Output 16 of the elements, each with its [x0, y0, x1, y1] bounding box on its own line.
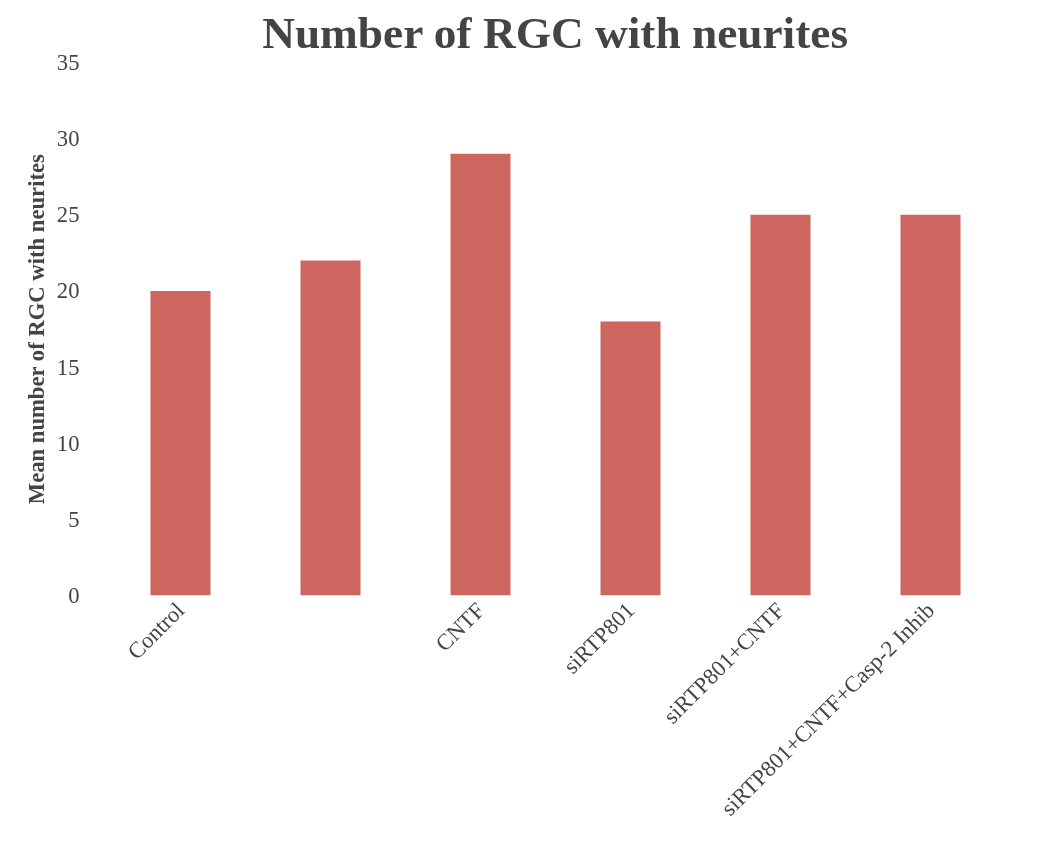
y-tick-label: 30 [56, 126, 80, 152]
bar [450, 153, 511, 596]
y-tick-label: 0 [68, 583, 80, 608]
y-tick-label: 15 [56, 354, 80, 380]
y-axis-title: Mean number of RGC with neurites [23, 153, 49, 505]
bar [300, 260, 361, 596]
bar [150, 290, 211, 596]
y-tick-label: 10 [56, 430, 80, 456]
bar [750, 214, 811, 596]
chart-title: Number of RGC with neurites [262, 7, 849, 58]
y-tick-label: 20 [56, 278, 80, 304]
y-tick-label: 25 [56, 202, 80, 228]
bar [600, 321, 661, 596]
bar [900, 214, 961, 596]
y-tick-label: 5 [68, 506, 80, 532]
y-tick-label: 35 [56, 50, 80, 75]
